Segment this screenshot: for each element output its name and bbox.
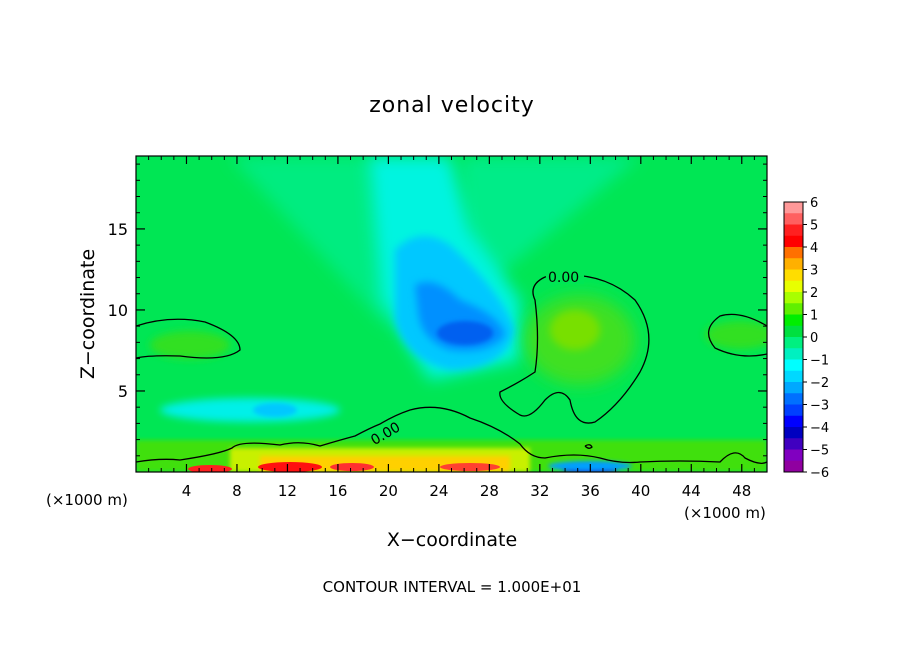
contour-label-upper: 0.00 xyxy=(548,270,579,286)
x-axis: 4 8 12 16 20 24 28 32 36 40 44 48 xyxy=(148,156,755,500)
colorbar-label-4: 2 xyxy=(810,286,818,301)
field-region-cyan-band xyxy=(160,398,340,422)
colorbar-label-3: 3 xyxy=(810,264,818,279)
field-surface-red-4 xyxy=(440,463,500,471)
colorbar-label-12: −6 xyxy=(810,466,829,481)
colorbar-swatch-14 xyxy=(784,359,803,372)
x-tick-label-7: 32 xyxy=(530,482,549,500)
chart-title: zonal velocity xyxy=(369,93,535,118)
field-surface-red-3 xyxy=(330,463,374,471)
contour-interval-footer: CONTOUR INTERVAL = 1.000E+01 xyxy=(323,578,582,596)
colorbar-swatch-10 xyxy=(784,314,803,327)
colorbar-swatch-17 xyxy=(784,393,803,405)
colorbar-swatch-11 xyxy=(784,325,803,338)
colorbar-label-7: −1 xyxy=(810,354,829,369)
field-region-light-right xyxy=(460,156,640,300)
colorbar-label-8: −2 xyxy=(810,376,829,391)
x-tick-label-11: 48 xyxy=(732,482,751,500)
colorbar-swatch-23 xyxy=(784,460,803,473)
colorbar-label-10: −4 xyxy=(810,421,829,436)
x-unit-right: (×1000 m) xyxy=(684,504,766,522)
colorbar-label-1: 5 xyxy=(810,219,818,234)
contour-line-small-blob xyxy=(584,444,593,449)
colorbar: 6 5 4 3 2 1 0 −1 −2 −3 −4 −5 −6 xyxy=(783,196,829,481)
x-tick-label-0: 4 xyxy=(182,482,192,500)
colorbar-swatch-4 xyxy=(784,247,803,259)
colorbar-swatch-3 xyxy=(784,235,803,248)
y-tick-label-0: 5 xyxy=(118,382,128,401)
field-surface-red-2 xyxy=(258,462,322,472)
colorbar-label-11: −5 xyxy=(810,444,829,459)
contour-line-lower xyxy=(136,406,767,464)
colorbar-swatch-19 xyxy=(784,415,803,428)
x-tick-label-10: 44 xyxy=(682,482,701,500)
colorbar-swatch-1 xyxy=(784,213,803,225)
y-tick-label-2: 15 xyxy=(108,220,128,239)
colorbar-swatch-12 xyxy=(784,337,803,349)
zero-contours xyxy=(136,274,767,464)
field-region-cyan-spot xyxy=(253,403,297,417)
colorbar-swatch-22 xyxy=(784,449,803,462)
x-tick-label-5: 24 xyxy=(429,482,448,500)
contour-line-upper xyxy=(499,274,650,424)
x-axis-title: X−coordinate xyxy=(387,529,517,551)
x-tick-label-6: 28 xyxy=(480,482,499,500)
colorbar-swatch-21 xyxy=(784,438,803,450)
field-region-green-left xyxy=(150,331,230,359)
contour-line-right-loop xyxy=(708,313,767,357)
contour-line-left-loop xyxy=(136,318,241,359)
field-region-deep-blue xyxy=(437,321,493,345)
colorbar-swatch-18 xyxy=(784,404,803,417)
colorbar-swatch-7 xyxy=(784,280,803,293)
colorbar-label-2: 4 xyxy=(810,241,818,256)
x-tick-label-3: 16 xyxy=(328,482,347,500)
colorbar-swatch-20 xyxy=(784,427,803,439)
velocity-field xyxy=(136,156,767,472)
colorbar-swatch-13 xyxy=(784,348,803,360)
y-tick-label-1: 10 xyxy=(108,301,128,320)
x-unit-left: (×1000 m) xyxy=(46,491,128,509)
colorbar-swatch-9 xyxy=(784,303,803,315)
colorbar-swatch-6 xyxy=(784,269,803,282)
x-tick-label-4: 20 xyxy=(379,482,398,500)
colorbar-swatch-5 xyxy=(784,258,803,270)
x-tick-label-1: 8 xyxy=(232,482,242,500)
y-axis-title: Z−coordinate xyxy=(77,249,99,379)
colorbar-label-9: −3 xyxy=(810,399,829,414)
colorbar-swatch-2 xyxy=(784,224,803,237)
colorbar-label-5: 1 xyxy=(810,309,818,324)
colorbar-swatch-8 xyxy=(784,292,803,304)
colorbar-swatch-15 xyxy=(784,370,803,383)
colorbar-swatch-0 xyxy=(784,202,803,214)
x-tick-label-8: 36 xyxy=(581,482,600,500)
y-axis: 5 10 15 xyxy=(108,163,767,457)
colorbar-swatch-16 xyxy=(784,382,803,394)
colorbar-label-0: 6 xyxy=(810,196,818,211)
field-region-light-left xyxy=(230,156,390,330)
colorbar-label-6: 0 xyxy=(810,331,818,346)
x-tick-label-2: 12 xyxy=(278,482,297,500)
field-region-green-far-right xyxy=(705,321,767,349)
x-tick-label-9: 40 xyxy=(631,482,650,500)
field-region-green-center xyxy=(550,310,600,350)
